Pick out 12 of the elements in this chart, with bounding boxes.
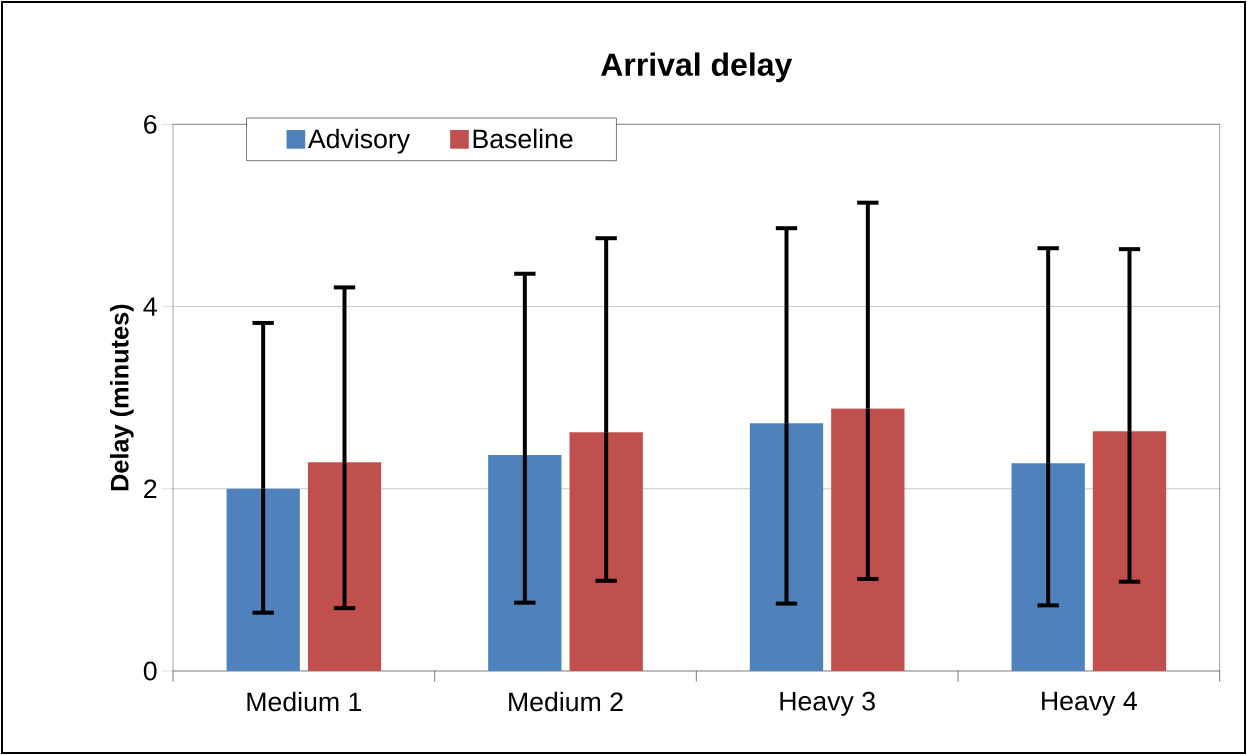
chart-title: Arrival delay [601, 52, 793, 83]
y-axis-title: Delay (minutes) [110, 304, 134, 491]
y-tick-label: 0 [143, 661, 157, 681]
y-tick-label: 4 [143, 297, 157, 316]
x-tick-label: Heavy 4 [1042, 691, 1137, 716]
legend-label: Advisory [307, 128, 411, 154]
x-tick-label: Medium 1 [247, 691, 362, 712]
y-tick-label: 6 [144, 114, 157, 134]
x-tick-label: Medium 2 [509, 691, 623, 712]
legend-label: Baseline [473, 128, 573, 149]
x-tick-label: Heavy 3 [780, 691, 875, 716]
y-tick-label: 2 [144, 479, 157, 499]
